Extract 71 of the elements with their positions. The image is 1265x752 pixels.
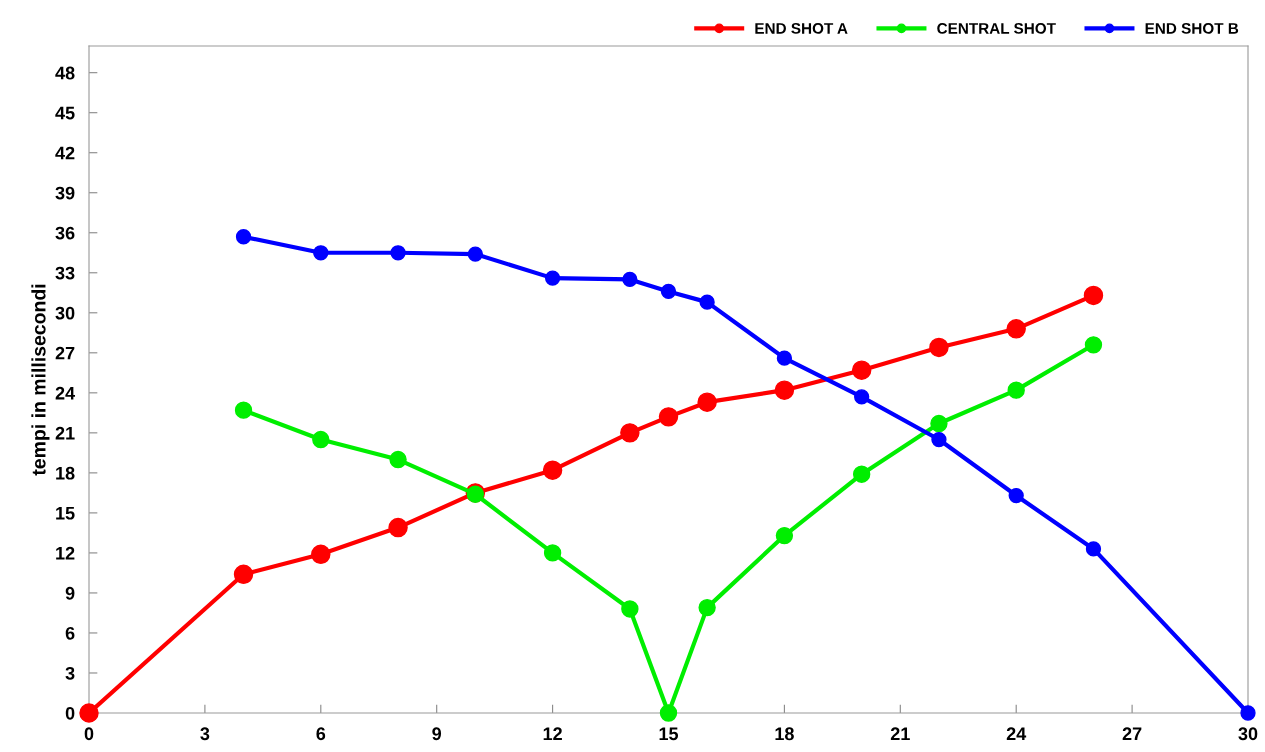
y-tick-label: 3: [65, 666, 75, 680]
x-tick-label: 30: [1238, 727, 1258, 741]
point: [774, 380, 795, 400]
point: [312, 430, 330, 449]
y-tick-label: 6: [65, 626, 75, 640]
point: [1240, 705, 1256, 721]
point: [698, 598, 716, 617]
y-tick-label: 21: [55, 426, 75, 440]
point: [1085, 541, 1102, 557]
point: [542, 460, 563, 480]
y-tick-label: 12: [56, 546, 75, 560]
point: [388, 517, 408, 538]
x-tick-label: 9: [432, 727, 442, 741]
point: [390, 245, 406, 261]
point: [658, 407, 679, 427]
legend-label: END SHOT B: [1145, 23, 1239, 34]
point: [313, 245, 329, 261]
point: [660, 283, 677, 300]
y-tick-label: 30: [55, 306, 75, 320]
x-tick-label: 24: [1006, 727, 1027, 740]
point: [699, 294, 715, 310]
point: [852, 465, 871, 483]
y-tick-label: 36: [55, 226, 75, 240]
x-tick-label: 6: [316, 727, 326, 741]
y-tick-label: 18: [56, 466, 75, 480]
y-tick-label: 15: [56, 507, 75, 520]
point: [776, 350, 793, 366]
y-axis-title: tempi in millisecondi: [31, 284, 50, 476]
legend-label: END SHOT A: [755, 23, 848, 34]
y-tick-label: 24: [55, 386, 76, 400]
point: [1083, 285, 1104, 306]
point: [467, 246, 483, 262]
point: [544, 270, 561, 286]
point: [659, 704, 678, 722]
x-tick-label: 12: [543, 727, 562, 740]
point: [389, 450, 407, 469]
x-tick-label: 15: [659, 727, 679, 741]
x-tick-label: 21: [890, 727, 910, 740]
x-tick-label: 3: [200, 727, 210, 741]
point: [543, 544, 562, 562]
point: [930, 414, 948, 433]
point: [621, 600, 639, 618]
y-tick-label: 9: [65, 586, 75, 600]
x-tick-label: 27: [1122, 727, 1142, 740]
point: [1007, 381, 1025, 399]
point: [622, 271, 638, 288]
legend-label: CENTRAL SHOT: [937, 23, 1056, 34]
point: [79, 703, 99, 723]
y-tick-label: 45: [55, 106, 75, 120]
point: [1008, 487, 1024, 504]
point: [234, 401, 253, 419]
point: [851, 360, 872, 380]
x-tick-label: 0: [84, 727, 94, 741]
y-tick-label: 42: [55, 146, 75, 160]
y-tick-label: 39: [55, 186, 75, 200]
y-tick-label: 33: [55, 266, 75, 280]
point: [775, 526, 794, 545]
y-tick-label: 0: [65, 706, 75, 720]
y-tick-label: 48: [55, 66, 75, 80]
y-tick-label: 27: [55, 346, 75, 360]
point: [233, 564, 254, 584]
point: [931, 431, 947, 448]
point: [854, 389, 870, 405]
point: [235, 229, 252, 245]
point: [1006, 319, 1026, 339]
point: [697, 392, 717, 412]
point: [311, 544, 331, 564]
point: [620, 423, 640, 443]
point: [929, 337, 949, 358]
point: [1084, 336, 1103, 354]
x-tick-label: 18: [775, 727, 794, 741]
